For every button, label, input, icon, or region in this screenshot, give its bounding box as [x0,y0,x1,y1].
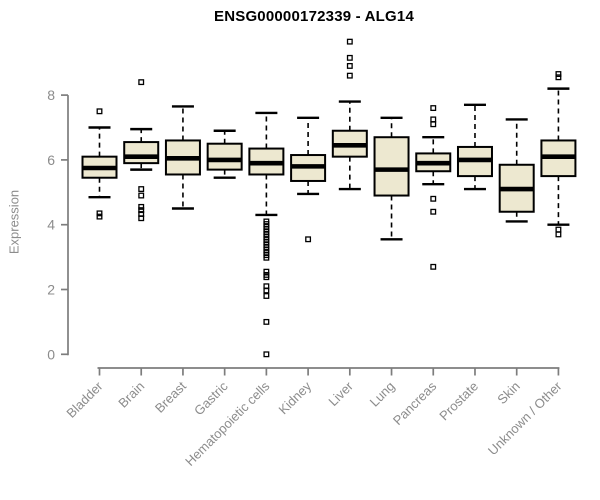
outlier-point [263,293,270,299]
outlier-point [263,318,270,325]
x-tick-label-liver: Liver [325,378,356,409]
box-gastric [206,129,243,179]
box-pancreas [415,105,452,270]
outlier-point [346,72,353,79]
outlier-point [346,38,353,45]
outlier-point [138,215,145,222]
x-tick-label-skin: Skin [494,379,522,407]
outlier-point [263,287,270,294]
x-tick-label-kidney: Kidney [276,378,315,417]
outlier-point [305,236,312,243]
outlier-point [430,195,437,202]
x-tick-label-prostate: Prostate [436,379,481,424]
outlier-point [430,263,437,270]
outlier-point [555,231,562,238]
svg-text:6: 6 [47,152,55,168]
outlier-point [346,54,353,61]
outlier-point [430,208,437,215]
svg-text:0: 0 [47,346,55,362]
svg-text:2: 2 [47,282,55,298]
x-tick-label-breast: Breast [152,378,189,415]
outlier-point [138,203,145,210]
svg-text:4: 4 [47,217,55,233]
x-tick-label-pancreas: Pancreas [390,378,440,428]
chart-title: ENSG00000172339 - ALG14 [214,8,414,25]
outlier-point [430,121,437,128]
outlier-point [138,79,145,86]
y-axis: 0 2 4 6 8 [47,87,69,362]
box-kidney [290,116,327,243]
box-skin [498,118,535,223]
outlier-point [138,207,145,214]
outlier-point [96,210,103,217]
x-tick-label-gastric: Gastric [191,378,231,418]
x-tick-label-bladder: Bladder [63,378,106,421]
box-bladder [81,108,118,220]
outlier-point [96,108,103,115]
box-breast [164,105,201,210]
x-tick-label-unknown-other: Unknown / Other [485,378,565,458]
outlier-point [430,105,437,112]
outlier-point [138,186,145,193]
box-lung [373,116,410,241]
x-tick-label-brain: Brain [115,379,147,411]
outlier-point [346,62,353,69]
outlier-point [263,268,270,275]
outlier-point [263,254,270,261]
outlier-point [138,192,145,199]
box-prostate [456,103,493,191]
box-brain [123,79,160,222]
outlier-point [263,351,270,358]
x-tick-label-lung: Lung [367,379,398,410]
outlier-point [555,74,562,81]
box-hematopoietic-cells [248,111,285,358]
outlier-point [430,116,437,123]
outlier-point [555,71,562,77]
outlier-point [555,226,562,233]
outlier-point [263,274,270,281]
svg-text:8: 8 [47,87,55,103]
box-unknown-other [540,71,577,238]
outlier-point [96,213,103,220]
box-liver [331,38,368,191]
